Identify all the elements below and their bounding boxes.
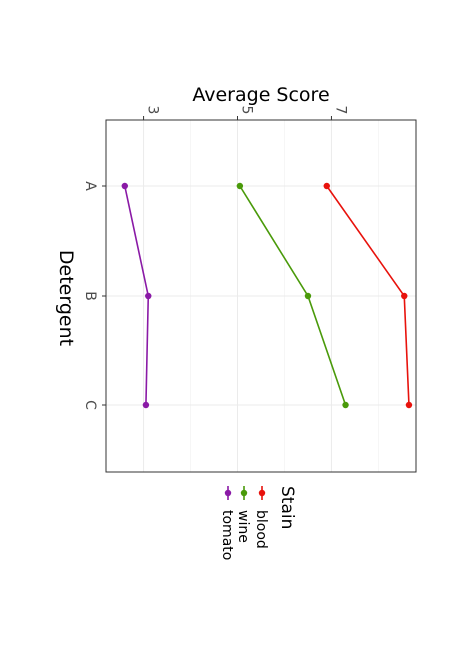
legend-label: blood	[253, 510, 269, 549]
legend-key-point	[224, 489, 232, 497]
data-point-blood	[401, 292, 408, 300]
x-tick-label: A	[82, 181, 98, 191]
data-point-wine	[304, 292, 312, 300]
x-tick-label: C	[82, 400, 98, 410]
y-axis-title: Average Score	[192, 84, 329, 106]
data-point-blood	[405, 401, 413, 409]
data-point-wine	[236, 182, 244, 190]
legend-label: tomato	[219, 510, 235, 560]
y-tick-label: 3	[145, 106, 161, 115]
x-tick-label: B	[82, 291, 98, 301]
data-point-blood	[323, 182, 330, 190]
data-point-tomato	[145, 292, 152, 300]
data-point-wine	[342, 401, 349, 409]
legend-title: Stain	[277, 486, 297, 529]
y-tick-label: 5	[239, 106, 255, 115]
x-axis-title: Detergent	[55, 250, 77, 346]
y-tick-label: 7	[332, 106, 348, 115]
data-point-tomato	[121, 182, 128, 190]
legend-label: wine	[235, 510, 251, 543]
data-point-tomato	[142, 401, 150, 409]
legend-key-point	[258, 489, 266, 497]
legend-key-point	[240, 489, 248, 497]
